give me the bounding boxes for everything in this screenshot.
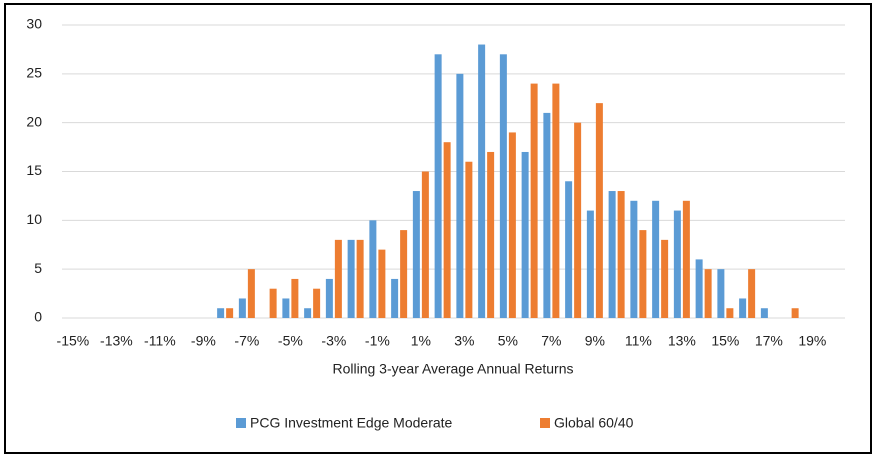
bar [617,191,625,318]
bar [552,83,560,318]
bar [378,249,386,318]
bar [443,142,451,318]
x-tick-label: 11% [625,333,652,349]
bar [586,210,594,318]
bar [226,308,234,318]
bar [269,288,277,318]
bar [748,269,756,318]
bar [238,298,246,318]
x-tick-label: -3% [321,333,346,349]
bar [313,288,321,318]
bar [695,259,703,318]
bar [334,239,342,318]
bar [661,239,669,318]
x-tick-label: 7% [541,333,561,349]
bar [304,308,312,318]
bar [499,54,507,319]
bar [726,308,734,318]
bar [391,278,399,318]
bar [291,278,299,318]
x-tick-label: -1% [365,333,390,349]
bar [673,210,681,318]
x-tick-label: -9% [191,333,216,349]
y-tick-label: 15 [26,162,42,178]
y-tick-label: 10 [26,211,42,227]
bar [717,269,725,318]
bar [478,44,486,319]
bar [630,200,638,318]
legend-swatch [540,418,550,428]
bar [325,278,333,318]
y-tick-label: 20 [26,113,42,129]
bar [434,54,442,319]
bar [682,200,690,318]
x-tick-label: 17% [755,333,783,349]
x-axis-title: Rolling 3-year Average Annual Returns [332,361,573,377]
bar [791,308,799,318]
x-tick-label: 19% [798,333,826,349]
bar [217,308,225,318]
x-tick-label: -13% [100,333,133,349]
legend-label: Global 60/40 [554,415,634,431]
x-tick-label: 15% [711,333,739,349]
y-tick-label: 5 [34,260,42,276]
bar [574,122,582,319]
x-tick-label: -11% [144,333,176,349]
bar [565,181,573,318]
bar [347,239,355,318]
bar [247,269,255,318]
bar [760,308,768,318]
bar [456,73,464,318]
bar [400,230,408,318]
x-tick-label: 13% [668,333,696,349]
bar [421,171,429,318]
x-tick-label: -15% [57,333,90,349]
bar [356,239,364,318]
legend-swatch [236,418,246,428]
bar [595,103,603,318]
legend-label: PCG Investment Edge Moderate [250,415,453,431]
x-tick-label: 3% [454,333,474,349]
bar [608,191,616,318]
bar [739,298,747,318]
y-tick-label: 25 [26,65,42,81]
bar [412,191,420,318]
x-tick-label: 5% [498,333,518,349]
bar [487,151,495,318]
bar [521,151,529,318]
bar [508,132,516,318]
x-tick-label: -7% [234,333,259,349]
bar [282,298,290,318]
bar [465,161,473,318]
bar [704,269,712,318]
bar [652,200,660,318]
y-tick-label: 30 [26,16,42,32]
bar [530,83,538,318]
bar [639,230,647,318]
bar [543,112,551,319]
x-tick-label: 9% [585,333,605,349]
y-tick-label: 0 [34,309,42,325]
x-tick-label: -5% [278,333,303,349]
x-tick-label: 1% [411,333,431,349]
bar [369,220,377,318]
